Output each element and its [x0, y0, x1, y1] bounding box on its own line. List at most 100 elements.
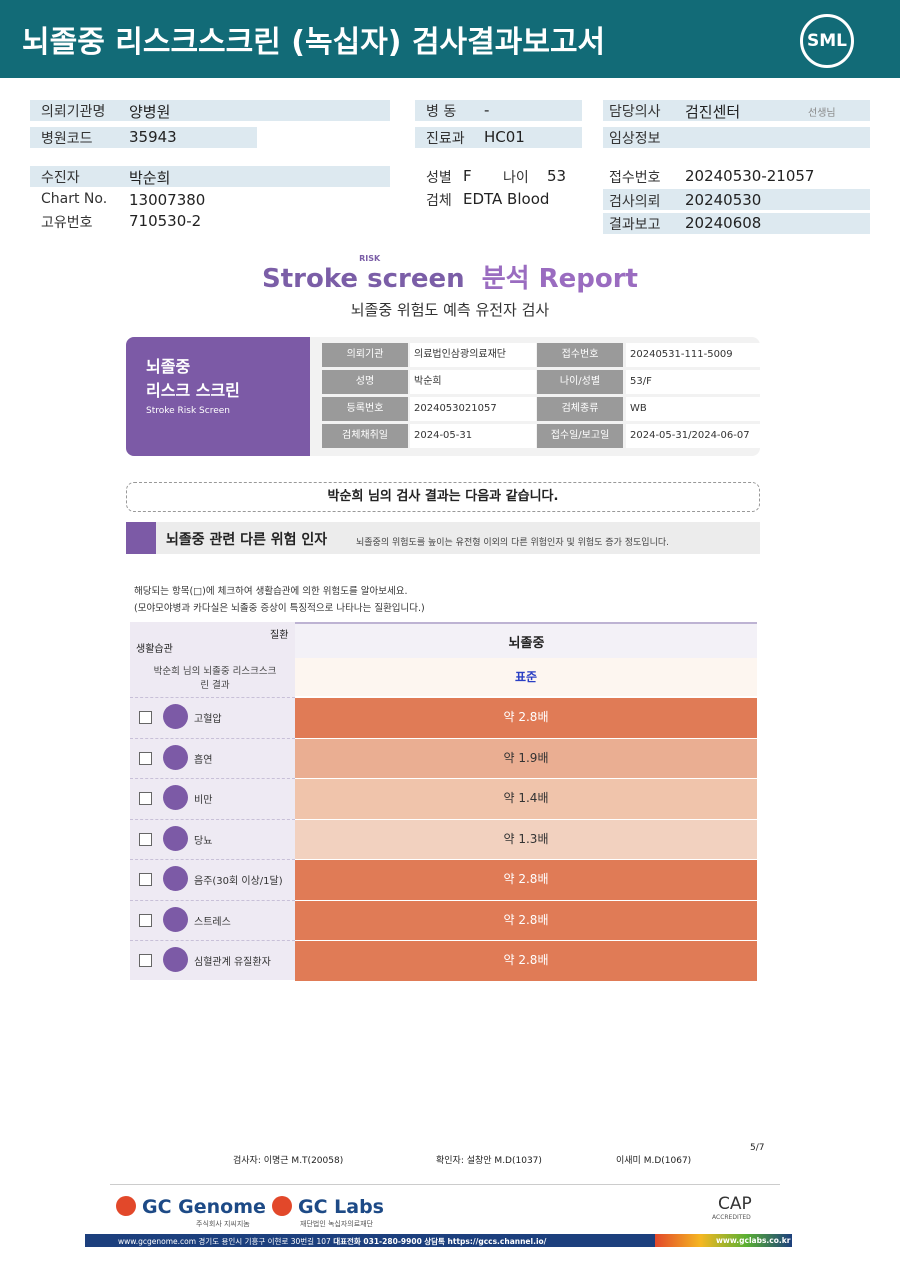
card-cell: 검체채취일: [322, 424, 408, 448]
info-box: [603, 213, 870, 234]
risk-cell: 약 1.9배: [295, 738, 757, 778]
card-panel: [126, 337, 310, 456]
info-label: 나이: [503, 170, 529, 186]
checkbox[interactable]: [139, 792, 152, 805]
cap: CAP: [718, 1194, 752, 1214]
row-divider: [130, 818, 295, 821]
risk-cell: 약 2.8배: [295, 698, 757, 738]
gc-labs: GC Labs: [298, 1196, 384, 1218]
info-label: 검사의뢰: [609, 194, 661, 210]
risk-cell: 약 1.3배: [295, 819, 757, 859]
title-stroke: Stroke: [262, 264, 359, 294]
table-left-col: [130, 622, 295, 980]
item-label: 흡연: [194, 754, 213, 766]
bar-left: www.gcgenome.com 경기도 용인시 기흥구 이현로 30번길 10…: [118, 1237, 331, 1246]
item-icon: [163, 906, 188, 932]
report-subtitle: 뇌졸중 위험도 예측 유전자 검사: [350, 301, 550, 319]
gc-icon: [272, 1196, 292, 1216]
checkbox[interactable]: [139, 913, 152, 927]
row-divider: [130, 899, 295, 902]
info-box: [603, 100, 870, 121]
checkbox[interactable]: [139, 832, 152, 846]
item-label: 스트레스: [194, 916, 231, 928]
card-cell: 2024053021057: [410, 397, 536, 421]
item-icon: [163, 704, 188, 729]
result-banner: 박순희 님의 검사 결과는 다음과 같습니다.: [126, 482, 760, 512]
info-value: 13007380: [129, 191, 206, 209]
card-cell: 접수일/보고일: [537, 424, 623, 448]
gc-icon: [116, 1196, 136, 1216]
title-screen: screen: [367, 264, 465, 294]
examiner: 검사자: 이명근 M.T(20058): [233, 1156, 344, 1166]
info-value: 20240530: [685, 191, 762, 209]
info-label: 진료과: [426, 131, 465, 147]
header-disease: 질환: [270, 630, 289, 641]
info-box: [30, 166, 390, 187]
info-value: 박순희: [129, 169, 171, 187]
row-divider: [130, 940, 295, 942]
item-label: 심혈관계 유질환자: [194, 957, 271, 968]
title-report: 분석 Report: [481, 264, 638, 294]
card-english: Stroke Risk Screen: [146, 406, 230, 416]
risk-cell: 약 1.4배: [295, 779, 757, 819]
title-risk: RISK: [359, 254, 381, 263]
item-label: 비만: [194, 795, 213, 806]
item-icon: [163, 744, 188, 770]
info-value: 53: [547, 167, 567, 185]
section-icon: [126, 522, 156, 554]
header-band: [0, 0, 900, 78]
info-label: 수진자: [41, 170, 80, 186]
checkbox[interactable]: [139, 954, 152, 967]
card-cell: 의료법인삼광의료재단: [410, 343, 536, 367]
info-box: [415, 127, 582, 148]
card-cell: 2024-05-31/2024-06-07: [626, 424, 760, 448]
checkbox[interactable]: [139, 873, 152, 886]
info-value: 710530-2: [129, 212, 202, 230]
card-cell: 나이/성별: [537, 370, 623, 394]
info-label: 성별: [426, 170, 452, 186]
info-label: 접수번호: [609, 170, 661, 186]
row-divider: [130, 778, 295, 780]
header-lifestyle: 생활습관: [136, 644, 173, 655]
info-value: HC01: [484, 128, 525, 146]
item-label: 당뇨: [194, 835, 213, 847]
card-cell: 성명: [322, 370, 408, 394]
confirmer: 확인자: 설창안 M.D(1037): [436, 1156, 542, 1166]
card-cell: 의뢰기관: [322, 343, 408, 367]
section-bar: [126, 522, 760, 554]
logo: SML: [800, 14, 854, 68]
item-icon: [163, 785, 188, 810]
item-label: 음주(30회 이상/1달): [194, 876, 283, 887]
card-cell: 53/F: [626, 370, 760, 394]
info-suffix: 선생님: [808, 108, 836, 119]
row-divider: [130, 859, 295, 861]
result-value: 표준: [514, 670, 538, 684]
report-title: Stroke RISK screen 분석 Report: [0, 254, 900, 295]
card-cell: WB: [626, 397, 760, 421]
bar-talk: 상담톡 https://gccs.channel.io/: [424, 1237, 547, 1246]
card-cell: 2024-05-31: [410, 424, 536, 448]
info-label: 고유번호: [41, 215, 93, 231]
item-icon: [163, 947, 188, 972]
card-cell: 등록번호: [322, 397, 408, 421]
info-value: -: [484, 101, 490, 119]
section-note: 뇌졸중의 위험도를 높이는 유전형 이외의 다른 위험인자 및 위험도 증가 정…: [356, 538, 669, 548]
checkbox[interactable]: [139, 711, 152, 724]
item-icon: [163, 825, 188, 851]
header-title: 뇌졸중 리스크스크린 (녹십자) 검사결과보고서: [22, 25, 606, 60]
info-label: 병 동: [426, 104, 457, 120]
checkbox[interactable]: [139, 751, 152, 765]
cap-sub: ACCREDITED: [712, 1214, 751, 1221]
card-line2: 리스크 스크린: [146, 381, 240, 400]
info-label: 담당의사: [609, 104, 661, 120]
gc-genome: GC Genome: [142, 1196, 266, 1218]
footer-bar-text: www.gcgenome.com 경기도 용인시 기흥구 이현로 30번길 10…: [118, 1236, 546, 1247]
risk-cell: 약 2.8배: [295, 900, 757, 940]
risk-cell: 약 2.8배: [295, 941, 757, 981]
card-cell: 20240531-111-5009: [626, 343, 760, 367]
footer-bar: [85, 1234, 792, 1247]
info-label: 병원코드: [41, 131, 93, 147]
info-value: 양병원: [129, 103, 171, 121]
bar-phone: 대표전화 031-280-9900: [333, 1237, 422, 1246]
